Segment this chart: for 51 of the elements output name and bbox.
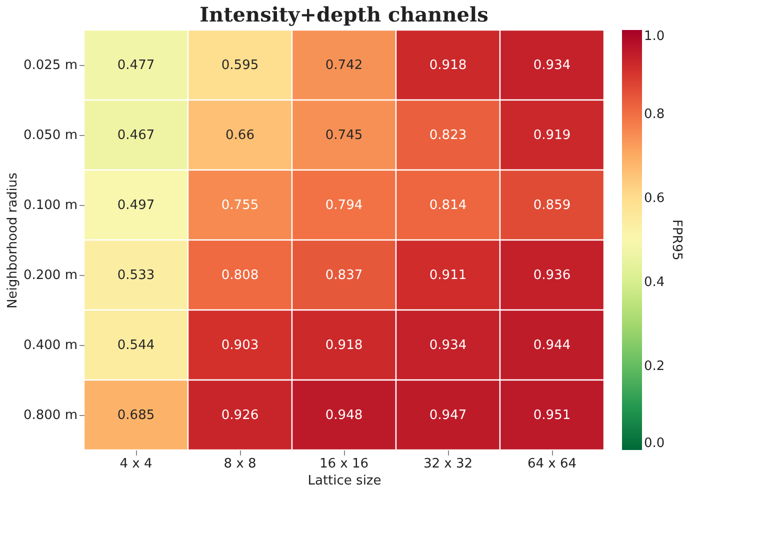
data-label: 0.742 — [325, 58, 363, 73]
data-label: 0.911 — [429, 268, 467, 283]
color-bar-label: 0.2 — [644, 359, 665, 374]
data-label: 0.936 — [533, 268, 571, 283]
x-tick-label: 8 x 8 — [224, 456, 256, 472]
data-label: 0.934 — [429, 338, 467, 353]
data-label: 0.823 — [429, 128, 467, 143]
data-label: 0.685 — [117, 408, 155, 423]
data-label: 0.595 — [221, 58, 259, 73]
data-label: 0.794 — [325, 198, 363, 213]
data-label: 0.903 — [221, 338, 259, 353]
data-label: 0.951 — [533, 408, 571, 423]
data-label: 0.497 — [117, 198, 155, 213]
x-tick-label: 64 x 64 — [527, 456, 577, 472]
data-label: 0.837 — [325, 268, 363, 283]
y-tick-label: 0.050 m — [23, 128, 78, 143]
data-label: 0.755 — [221, 198, 259, 213]
y-tick-label: 0.100 m — [23, 198, 78, 213]
data-label: 0.808 — [221, 268, 259, 283]
x-tick-label: 4 x 4 — [120, 456, 152, 472]
data-label: 0.947 — [429, 408, 467, 423]
data-label: 0.467 — [117, 128, 155, 143]
y-axis-title: Neighborhood radius — [5, 172, 20, 308]
chart-title: Intensity+depth channels — [200, 2, 488, 26]
data-label: 0.934 — [533, 58, 571, 73]
y-tick-label: 0.400 m — [23, 338, 78, 353]
data-label: 0.745 — [325, 128, 363, 143]
data-label: 0.919 — [533, 128, 571, 143]
data-label: 0.814 — [429, 198, 467, 213]
color-bar-label: 0.4 — [644, 275, 665, 290]
data-label: 0.477 — [117, 58, 155, 73]
data-label: 0.859 — [533, 198, 571, 213]
color-bar-label: 1.0 — [644, 29, 665, 44]
y-tick-label: 0.800 m — [23, 408, 78, 423]
color-bar-title: FPR95 — [669, 220, 684, 260]
data-label: 0.944 — [533, 338, 571, 353]
color-bar-label: 0.6 — [644, 191, 665, 206]
data-label: 0.66 — [226, 128, 254, 143]
x-axis-title: Lattice size — [308, 474, 382, 488]
data-label: 0.533 — [117, 268, 155, 283]
data-label: 0.544 — [117, 338, 155, 353]
x-tick-label: 32 x 32 — [423, 456, 473, 472]
x-tick-label: 16 x 16 — [319, 456, 369, 472]
color-bar-label: 0.8 — [644, 107, 665, 122]
data-label: 0.948 — [325, 408, 363, 423]
data-label: 0.918 — [325, 338, 363, 353]
y-tick-label: 0.025 m — [23, 58, 78, 73]
data-label: 0.918 — [429, 58, 467, 73]
y-tick-label: 0.200 m — [23, 268, 78, 283]
data-label: 0.926 — [221, 408, 259, 423]
color-bar-label: 0.0 — [644, 436, 665, 451]
